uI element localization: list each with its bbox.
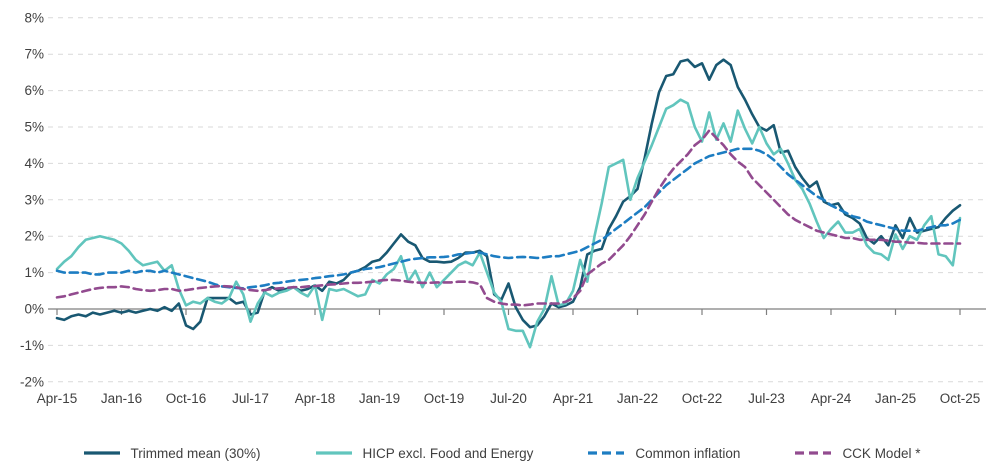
x-tick-label: Jan-25 (875, 391, 916, 406)
series-line-cck-model (55, 129, 962, 307)
y-tick-label: 5% (24, 120, 44, 135)
x-tick-label: Jul-17 (232, 391, 269, 406)
legend-item-hicp-excl-food-and-energy: HICP excl. Food and Energy (315, 445, 534, 461)
x-tick-label: Jul-20 (490, 391, 527, 406)
legend-label: HICP excl. Food and Energy (362, 445, 534, 461)
x-tick-label: Apr-21 (553, 391, 594, 406)
series-line-hicp-excl-food-and-energy (55, 98, 962, 349)
x-tick-label: Apr-18 (295, 391, 336, 406)
x-tick-label: Jan-16 (101, 391, 142, 406)
y-tick-label: -2% (20, 374, 44, 389)
x-tick-label: Jan-19 (359, 391, 400, 406)
chart-legend: Trimmed mean (30%) HICP excl. Food and En… (0, 438, 1003, 468)
legend-swatch (795, 451, 832, 455)
x-tick-label: Apr-24 (811, 391, 852, 406)
y-tick-label: 2% (24, 229, 44, 244)
series-line-common-inflation (55, 147, 962, 290)
legend-swatch (588, 451, 625, 455)
inflation-line-chart: 8% 7% 6% 5% 4% 3% 2% 1% 0% -1% -2% Apr-15 Jan-16 Oct-… (20, 10, 986, 406)
y-tick-label: 7% (24, 47, 44, 62)
legend-label: Trimmed mean (30%) (130, 445, 261, 461)
legend-swatch (83, 451, 120, 455)
x-tick-label: Oct-16 (166, 391, 207, 406)
y-tick-label: 3% (24, 192, 44, 207)
legend-item-common-inflation: Common inflation (587, 446, 740, 461)
x-tick-label: Jul-23 (748, 391, 785, 406)
x-tick-label: Oct-19 (424, 391, 465, 406)
y-tick-label: -1% (20, 338, 44, 353)
y-tick-label: 1% (24, 265, 44, 280)
legend-label: CCK Model * (842, 445, 921, 461)
y-tick-label: 6% (24, 83, 44, 98)
legend-item-trimmed-mean-30: Trimmed mean (30%) (83, 446, 261, 461)
legend-swatch (315, 451, 352, 455)
x-tick-label: Apr-15 (37, 391, 78, 406)
legend-item-cck-model: CCK Model * (794, 446, 920, 461)
x-tick-label: Jan-22 (617, 391, 658, 406)
x-tick-label: Oct-25 (940, 391, 981, 406)
y-tick-label: 8% (24, 10, 44, 25)
x-tick-label: Oct-22 (682, 391, 723, 406)
y-tick-label: 0% (24, 302, 44, 317)
legend-label: Common inflation (635, 445, 741, 461)
y-tick-label: 4% (24, 156, 44, 171)
